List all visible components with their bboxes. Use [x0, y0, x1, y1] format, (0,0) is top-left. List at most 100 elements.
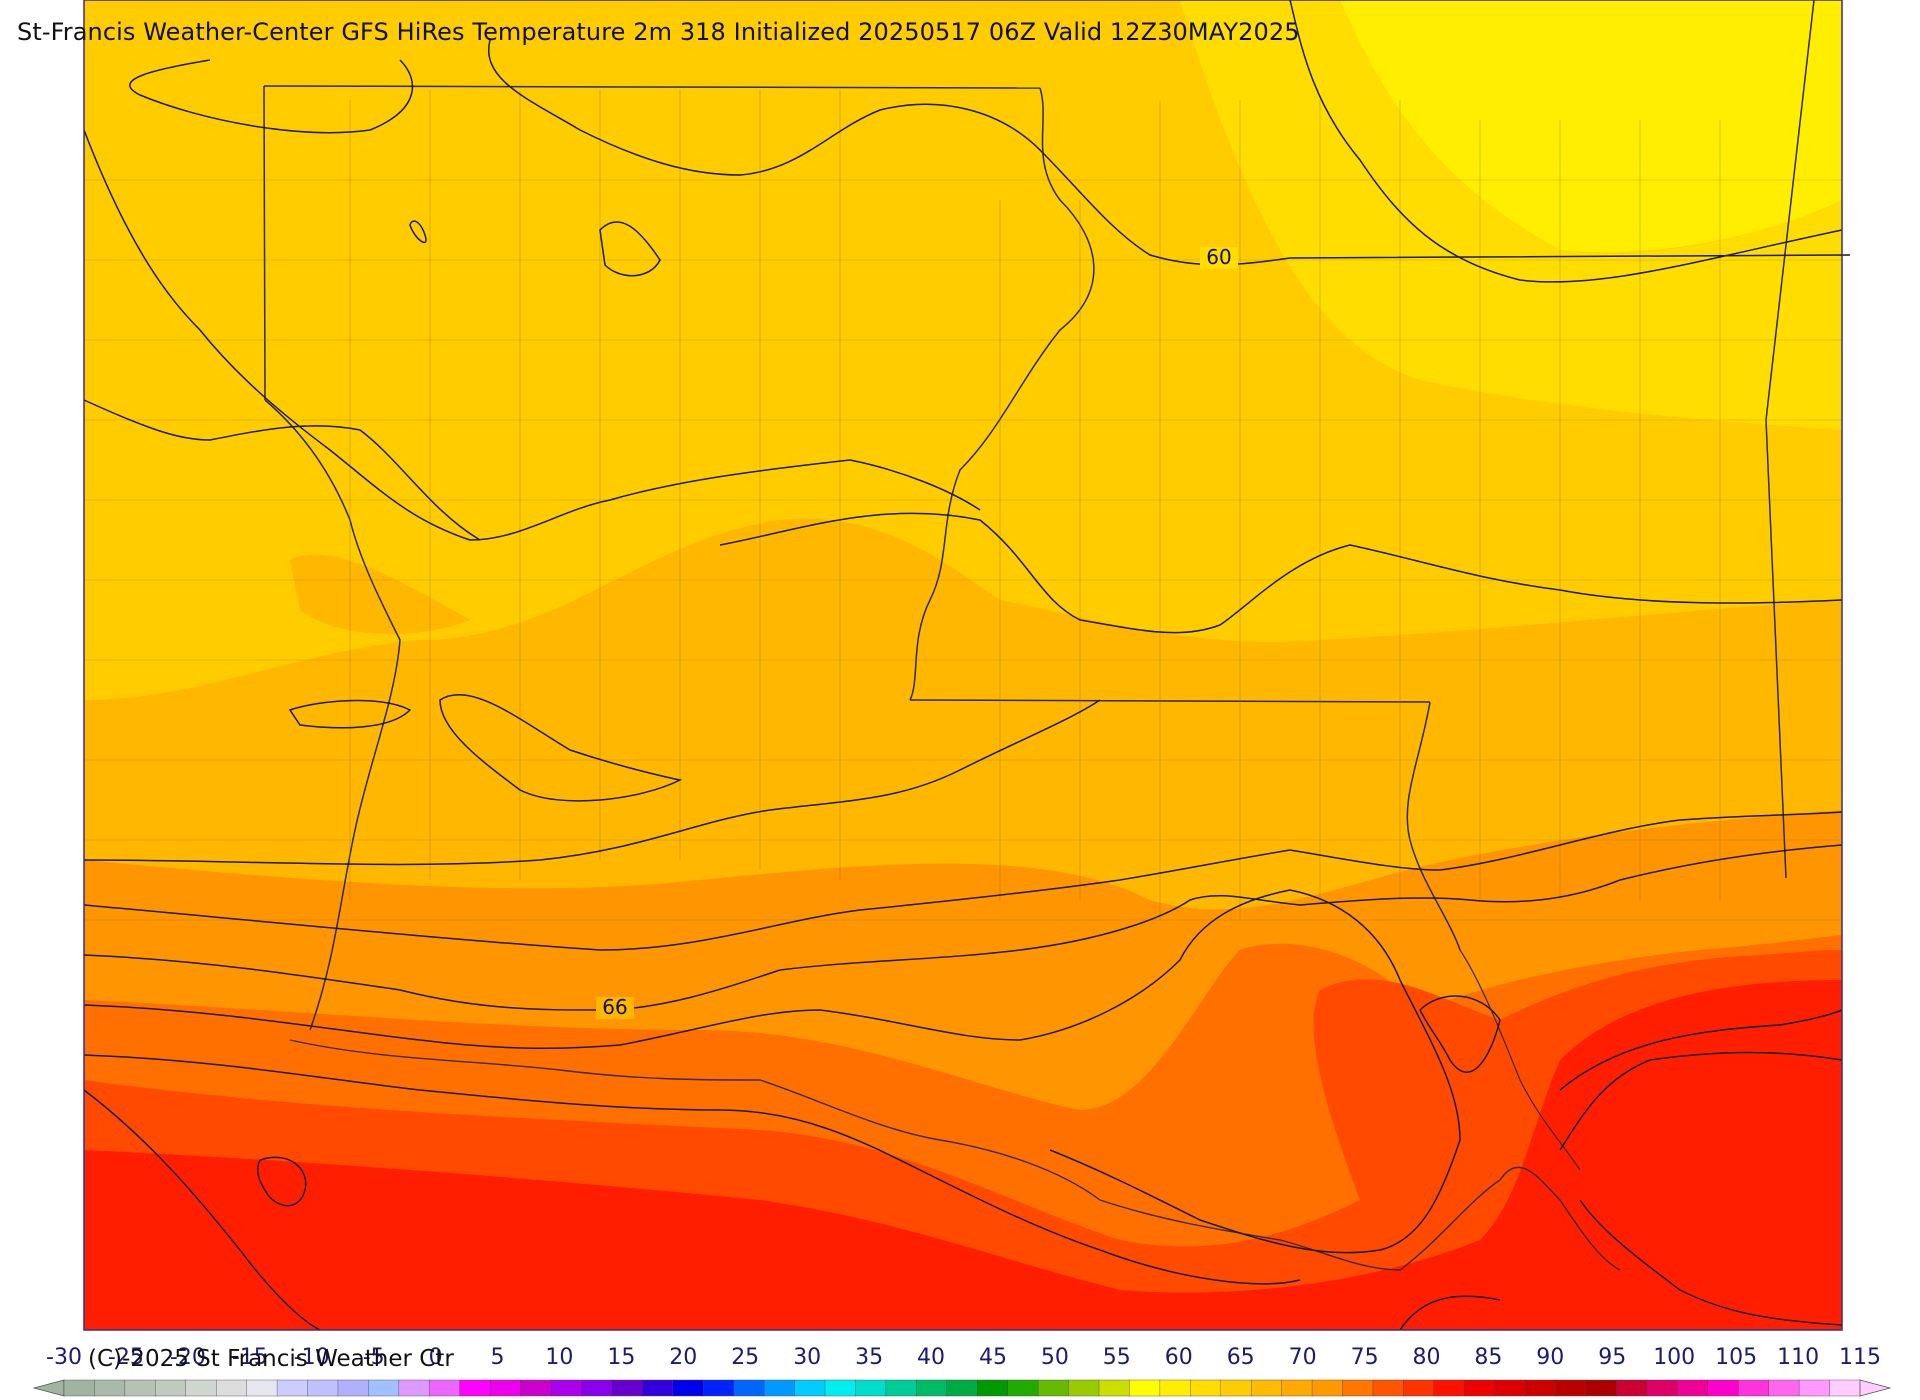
colorbar-swatch [1342, 1379, 1374, 1397]
colorbar-tick-label: 75 [1350, 1345, 1379, 1370]
colorbar-swatch [1768, 1379, 1800, 1397]
colorbar-swatch [916, 1379, 948, 1397]
colorbar-swatch [946, 1379, 979, 1397]
colorbar-tick-label: 100 [1653, 1345, 1696, 1370]
contour-label-group: 60 66 [596, 245, 1238, 1019]
colorbar-tick-label: 60 [1164, 1345, 1193, 1370]
colorbar-swatch [1464, 1379, 1496, 1397]
colorbar-tick-label: 5 [490, 1345, 505, 1370]
colorbar-swatch [1555, 1379, 1587, 1397]
colorbar-tick-label: 15 [607, 1345, 636, 1370]
colorbar-swatch [1524, 1379, 1557, 1397]
colorbar-swatch [489, 1379, 522, 1397]
colorbar-swatch [581, 1379, 613, 1397]
colorbar-swatch [1372, 1379, 1405, 1397]
copyright-credit: (C)-2025 St Francis Weather Ctr [88, 1346, 454, 1372]
colorbar-swatch [276, 1379, 309, 1397]
colorbar-tick-label: 95 [1598, 1345, 1627, 1370]
colorbar-swatch [763, 1379, 796, 1397]
colorbar-tick-label: 115 [1839, 1345, 1881, 1370]
colorbar-swatch [1738, 1379, 1770, 1397]
colorbar-tick-label: 10 [545, 1345, 574, 1370]
temperature-fill [84, 0, 1842, 1330]
colorbar-tick-label: 80 [1412, 1345, 1441, 1370]
colorbar-tick-label: 40 [917, 1345, 945, 1370]
colorbar-swatch [520, 1379, 552, 1397]
colorbar-swatch [1616, 1379, 1648, 1397]
colorbar-swatch [824, 1379, 857, 1397]
map-title: St-Francis Weather-Center GFS HiRes Temp… [17, 18, 1300, 46]
colorbar-tick-label: 55 [1102, 1345, 1131, 1370]
boundaries [84, 0, 1842, 1271]
colorbar-swatch [246, 1379, 278, 1397]
colorbar-swatch [1798, 1379, 1831, 1397]
colorbar-swatch [429, 1379, 461, 1397]
map-frame [83, 0, 1843, 1331]
colorbar-swatch [1829, 1379, 1861, 1397]
colorbar-tick-label: 50 [1040, 1345, 1069, 1370]
colorbar-left-arrow [32, 1379, 65, 1397]
colorbar-swatch [1677, 1379, 1709, 1397]
colorbar-swatch [550, 1379, 583, 1397]
colorbar-swatch [611, 1379, 644, 1397]
colorbar-right-arrow [1859, 1379, 1892, 1397]
colorbar-tick-label: 30 [793, 1345, 822, 1370]
colorbar-swatch [855, 1379, 887, 1397]
colorbar-swatch [1707, 1379, 1740, 1397]
colorbar-swatch [1098, 1379, 1131, 1397]
colorbar-swatch [215, 1379, 248, 1397]
colorbar-swatch [94, 1379, 126, 1397]
colorbar-tick-label: 0 [428, 1345, 443, 1370]
colorbar-swatch [1403, 1379, 1435, 1397]
colorbar-tick-label: 65 [1226, 1345, 1255, 1370]
colorbar-swatch [1585, 1379, 1618, 1397]
colorbar-swatch [642, 1379, 674, 1397]
colorbar-tick-label: 110 [1777, 1345, 1820, 1370]
colorbar-swatch [977, 1379, 1009, 1397]
colorbar-swatch [307, 1379, 339, 1397]
colorbar-tick-label: -10 [293, 1345, 330, 1370]
colorbar-swatch [1281, 1379, 1313, 1397]
colorbar-swatch [1220, 1379, 1252, 1397]
colorbar-tick-label: 105 [1715, 1345, 1758, 1370]
colorbar-swatch [185, 1379, 217, 1397]
colorbar-swatch [733, 1379, 765, 1397]
colorbar-tick-label: 35 [855, 1345, 884, 1370]
isotherms [83, 0, 1851, 1331]
colorbar-tick-label: 90 [1536, 1345, 1565, 1370]
colorbar-swatch [337, 1379, 370, 1397]
colorbar-swatch [1129, 1379, 1161, 1397]
colorbar-swatch [1250, 1379, 1283, 1397]
colorbar-swatch [1068, 1379, 1100, 1397]
colorbar-swatch [1311, 1379, 1344, 1397]
colorbar-swatch [1433, 1379, 1466, 1397]
colorbar-tick-label: -30 [46, 1345, 82, 1370]
colorbar-tick-label: -20 [169, 1345, 206, 1370]
colorbar-tick-label: -15 [231, 1345, 268, 1370]
colorbar-swatch [794, 1379, 826, 1397]
colorbar-swatch [63, 1379, 96, 1397]
colorbar-tick-label: 20 [669, 1345, 698, 1370]
contour-label-60: 60 [1206, 245, 1231, 269]
colorbar-swatch [672, 1379, 705, 1397]
colorbar-swatch [155, 1379, 187, 1397]
colorbar-swatch [1037, 1379, 1070, 1397]
colorbar-tick-label: 70 [1288, 1345, 1317, 1370]
colorbar-swatch [1494, 1379, 1526, 1397]
colorbar-swatch [124, 1379, 157, 1397]
colorbar-tick-label: -5 [362, 1345, 385, 1370]
colorbar-swatch [1159, 1379, 1192, 1397]
colorbar-tick-label: -25 [107, 1345, 144, 1370]
colorbar-swatch [1007, 1379, 1039, 1397]
colorbar-tick-label: 85 [1474, 1345, 1503, 1370]
colorbar-swatch [1190, 1379, 1222, 1397]
temperature-colorbar [32, 1379, 1892, 1397]
colorbar-swatch [703, 1379, 735, 1397]
colorbar-swatch [1646, 1379, 1679, 1397]
colorbar-swatch [398, 1379, 431, 1397]
colorbar-swatch [885, 1379, 918, 1397]
colorbar-tick-label: 25 [731, 1345, 760, 1370]
colorbar-swatch [368, 1379, 400, 1397]
colorbar-swatch [459, 1379, 491, 1397]
